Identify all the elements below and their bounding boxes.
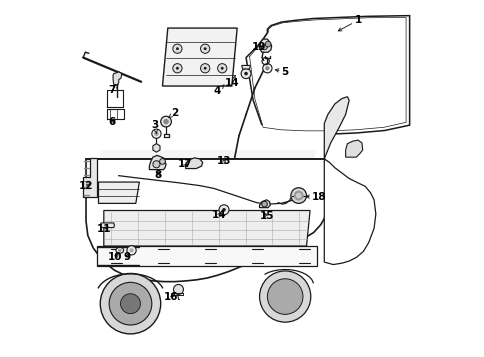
Circle shape: [267, 279, 302, 315]
Circle shape: [153, 131, 159, 136]
Polygon shape: [324, 159, 375, 265]
Text: 6: 6: [108, 117, 115, 127]
Polygon shape: [98, 182, 139, 203]
Polygon shape: [113, 72, 121, 85]
Circle shape: [293, 191, 303, 201]
Polygon shape: [96, 246, 317, 266]
Circle shape: [200, 64, 210, 73]
Circle shape: [163, 119, 168, 125]
Text: 12: 12: [78, 181, 93, 191]
Ellipse shape: [118, 249, 121, 252]
Circle shape: [176, 47, 179, 50]
Circle shape: [295, 193, 301, 198]
Circle shape: [109, 282, 151, 325]
Circle shape: [265, 41, 271, 47]
Circle shape: [220, 67, 223, 70]
Text: 11: 11: [97, 224, 111, 234]
Text: 15: 15: [259, 211, 273, 221]
Circle shape: [121, 294, 140, 314]
Circle shape: [259, 271, 310, 322]
Polygon shape: [259, 39, 271, 52]
Polygon shape: [185, 158, 202, 169]
Circle shape: [160, 116, 171, 127]
Circle shape: [159, 159, 165, 164]
Text: 8: 8: [154, 170, 161, 180]
Circle shape: [241, 69, 251, 79]
Circle shape: [265, 66, 269, 70]
Polygon shape: [245, 16, 409, 134]
Text: 4: 4: [213, 85, 224, 96]
Text: 19: 19: [251, 42, 265, 52]
Circle shape: [290, 188, 306, 203]
Circle shape: [151, 129, 161, 138]
Polygon shape: [152, 144, 160, 152]
Polygon shape: [86, 125, 330, 159]
Polygon shape: [149, 155, 166, 170]
Circle shape: [222, 208, 226, 212]
Circle shape: [200, 44, 210, 53]
Polygon shape: [259, 200, 270, 208]
Circle shape: [262, 64, 272, 73]
Circle shape: [172, 44, 182, 53]
Text: 7: 7: [108, 85, 118, 95]
Circle shape: [219, 205, 228, 215]
Text: 9: 9: [123, 252, 130, 262]
Circle shape: [261, 44, 267, 50]
Text: 17: 17: [178, 159, 193, 169]
Circle shape: [127, 246, 136, 255]
Circle shape: [173, 285, 183, 295]
Circle shape: [203, 67, 206, 70]
Circle shape: [261, 201, 267, 207]
Polygon shape: [324, 97, 348, 159]
Polygon shape: [83, 158, 97, 197]
Circle shape: [244, 72, 247, 75]
Ellipse shape: [116, 247, 123, 253]
Text: 3: 3: [151, 120, 159, 133]
Circle shape: [176, 67, 179, 70]
Polygon shape: [162, 28, 237, 86]
Circle shape: [100, 273, 160, 334]
Text: 16: 16: [163, 292, 178, 302]
Circle shape: [217, 64, 227, 73]
Circle shape: [152, 161, 160, 168]
Polygon shape: [104, 211, 309, 246]
Text: 2: 2: [168, 108, 178, 118]
Circle shape: [203, 47, 206, 50]
Text: 10: 10: [108, 252, 122, 262]
Polygon shape: [100, 223, 114, 227]
Circle shape: [172, 64, 182, 73]
Text: 14: 14: [225, 75, 240, 88]
Circle shape: [129, 248, 134, 252]
Polygon shape: [100, 150, 317, 159]
Text: 1: 1: [338, 15, 361, 31]
Polygon shape: [345, 140, 362, 157]
Polygon shape: [86, 159, 330, 282]
Text: 18: 18: [305, 192, 326, 202]
Polygon shape: [242, 65, 250, 69]
Text: 14: 14: [212, 210, 226, 220]
Text: 13: 13: [216, 156, 231, 166]
Text: 5: 5: [275, 67, 288, 77]
